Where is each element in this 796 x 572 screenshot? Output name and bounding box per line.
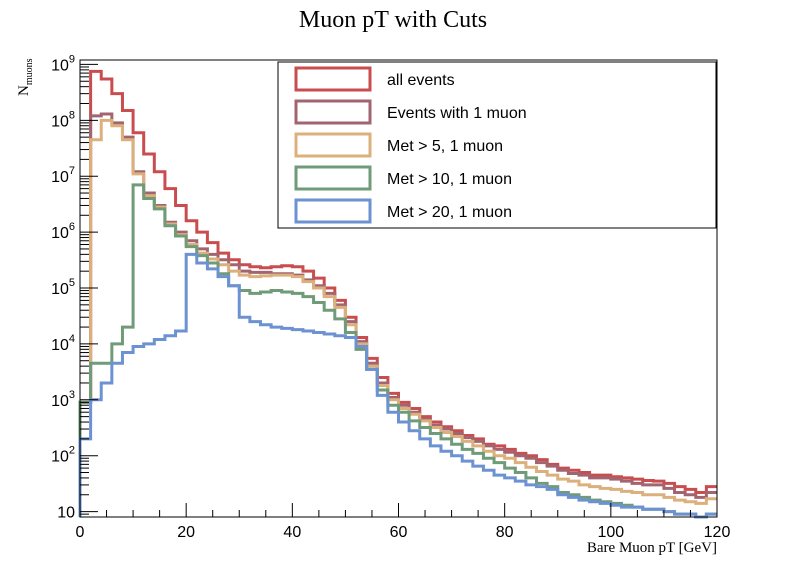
y-tick-label: 106 bbox=[51, 221, 75, 242]
x-tick-label: 100 bbox=[597, 524, 624, 541]
series-line-2 bbox=[78, 112, 717, 517]
legend-label-2: Events with 1 muon bbox=[387, 105, 527, 122]
y-axis-title-main: N bbox=[16, 85, 32, 96]
legend-label-5: Met > 20, 1 muon bbox=[387, 204, 512, 221]
legend-label-4: Met > 10, 1 muon bbox=[387, 171, 512, 188]
y-tick-label: 105 bbox=[51, 277, 75, 298]
y-tick-label: 103 bbox=[51, 389, 75, 410]
series-line-4 bbox=[78, 183, 717, 519]
y-axis-title: Nmuons bbox=[16, 58, 35, 96]
legend-swatch-3 bbox=[294, 132, 372, 158]
y-tick-label: 108 bbox=[51, 109, 75, 130]
legend-label-3: Met > 5, 1 muon bbox=[387, 138, 503, 155]
legend-swatch-1 bbox=[294, 66, 372, 92]
chart-title: Muon pT with Cuts bbox=[299, 7, 487, 33]
x-tick-label: 40 bbox=[283, 524, 301, 541]
plot-area: 0 20 40 60 80 100 120 10 102 103 104 105 106 107 108 10… bbox=[51, 53, 730, 541]
y-tick-label: 104 bbox=[51, 333, 75, 354]
y-axis-title-sub: muons bbox=[24, 58, 35, 85]
legend-swatch-4 bbox=[294, 165, 372, 191]
legend-label-1: all events bbox=[387, 72, 455, 89]
series-line-1 bbox=[78, 69, 717, 517]
y-tick-label: 109 bbox=[51, 53, 75, 74]
legend-swatch-5 bbox=[294, 198, 372, 224]
legend-swatch-2 bbox=[294, 99, 372, 125]
y-tick-label: 107 bbox=[51, 165, 75, 186]
x-axis-title: Bare Muon pT [GeV] bbox=[587, 540, 717, 556]
series-line-5 bbox=[78, 252, 717, 519]
x-tick-label: 20 bbox=[177, 524, 195, 541]
y-tick-label: 10 bbox=[57, 505, 75, 522]
y-tick-label: 102 bbox=[51, 445, 75, 466]
x-tick-label: 120 bbox=[704, 524, 731, 541]
legend: all events Events with 1 muon Met > 5, 1 m… bbox=[277, 61, 717, 229]
x-tick-label: 60 bbox=[390, 524, 408, 541]
x-tick-label: 80 bbox=[496, 524, 514, 541]
svg-text:Nmuons: Nmuons bbox=[16, 58, 35, 96]
x-tick-label: 0 bbox=[76, 524, 85, 541]
